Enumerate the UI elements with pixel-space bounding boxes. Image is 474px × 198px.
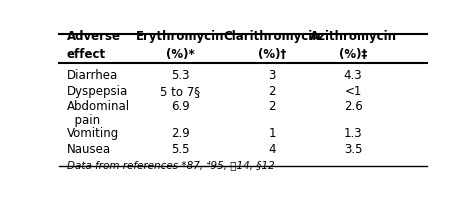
Text: 2: 2 bbox=[269, 85, 276, 98]
Text: 4.3: 4.3 bbox=[344, 69, 363, 83]
Text: 5.3: 5.3 bbox=[171, 69, 190, 83]
Text: 3: 3 bbox=[269, 69, 276, 83]
Text: Dyspepsia: Dyspepsia bbox=[66, 85, 128, 98]
Text: Abdominal: Abdominal bbox=[66, 100, 130, 113]
Text: 5.5: 5.5 bbox=[171, 143, 190, 156]
Text: Azithromycin: Azithromycin bbox=[310, 30, 397, 43]
Text: pain: pain bbox=[66, 114, 100, 127]
Text: 1: 1 bbox=[269, 128, 276, 140]
Text: 2.6: 2.6 bbox=[344, 100, 363, 113]
Text: Data from references *87, ⁴95, ⁲14, §12: Data from references *87, ⁴95, ⁲14, §12 bbox=[66, 160, 274, 170]
Text: 4: 4 bbox=[269, 143, 276, 156]
Text: 2.9: 2.9 bbox=[171, 128, 190, 140]
Text: effect: effect bbox=[66, 48, 106, 61]
Text: (%)†: (%)† bbox=[258, 48, 286, 61]
Text: Erythromycin: Erythromycin bbox=[136, 30, 225, 43]
Text: Vomiting: Vomiting bbox=[66, 128, 119, 140]
Text: (%)‡: (%)‡ bbox=[339, 48, 367, 61]
Text: 6.9: 6.9 bbox=[171, 100, 190, 113]
Text: <1: <1 bbox=[345, 85, 362, 98]
Text: Nausea: Nausea bbox=[66, 143, 111, 156]
Text: Clarithromycin: Clarithromycin bbox=[224, 30, 321, 43]
Text: (%)*: (%)* bbox=[166, 48, 195, 61]
Text: 1.3: 1.3 bbox=[344, 128, 363, 140]
Text: 3.5: 3.5 bbox=[344, 143, 363, 156]
Text: Diarrhea: Diarrhea bbox=[66, 69, 118, 83]
Text: 2: 2 bbox=[269, 100, 276, 113]
Text: Adverse: Adverse bbox=[66, 30, 120, 43]
Text: 5 to 7§: 5 to 7§ bbox=[161, 85, 201, 98]
